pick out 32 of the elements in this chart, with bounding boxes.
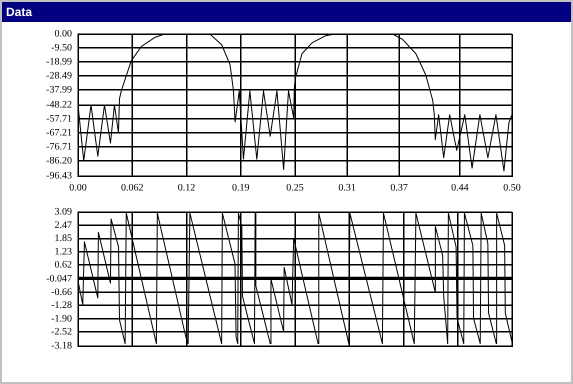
chart-title: Data (2, 2, 571, 22)
x-tick-label: 0.062 (121, 182, 144, 194)
x-tick-label: 0.00 (69, 182, 87, 194)
y-tick-label: 2.47 (54, 220, 72, 231)
y-tick-label: -1.90 (51, 313, 72, 324)
x-tick-label: 0.50 (503, 182, 521, 194)
x-tick-label: 0.25 (286, 182, 304, 194)
y-tick-label: -76.71 (46, 142, 72, 153)
y-tick-label: -2.52 (51, 326, 72, 338)
x-tick-label: 0.12 (178, 182, 196, 194)
y-tick-label: -1.28 (51, 300, 72, 312)
y-tick-label: -0.047 (46, 274, 72, 285)
y-tick-label: 3.09 (54, 206, 72, 218)
y-tick-label: 0.00 (54, 28, 72, 40)
y-tick-label: 1.23 (54, 246, 72, 258)
y-tick-label: 1.85 (54, 233, 72, 244)
y-tick-label: -48.22 (46, 100, 72, 111)
y-tick-label: -0.66 (51, 286, 72, 298)
y-tick-label: -57.71 (46, 114, 72, 125)
y-tick-label: -86.20 (46, 156, 72, 167)
y-tick-label: -18.99 (46, 56, 72, 68)
x-tick-label: 0.37 (390, 182, 408, 194)
y-tick-label: -9.50 (51, 42, 72, 54)
x-tick-label: 0.31 (338, 182, 356, 194)
y-tick-label: 0.62 (54, 259, 72, 270)
x-tick-label: 0.19 (232, 182, 250, 194)
y-tick-label: -28.49 (46, 70, 72, 82)
y-tick-label: -3.18 (51, 340, 72, 352)
y-tick-label: -37.99 (46, 84, 72, 96)
x-tick-label: 0.44 (451, 182, 469, 194)
y-tick-label: -96.43 (46, 170, 72, 182)
y-tick-label: -67.21 (46, 128, 72, 139)
